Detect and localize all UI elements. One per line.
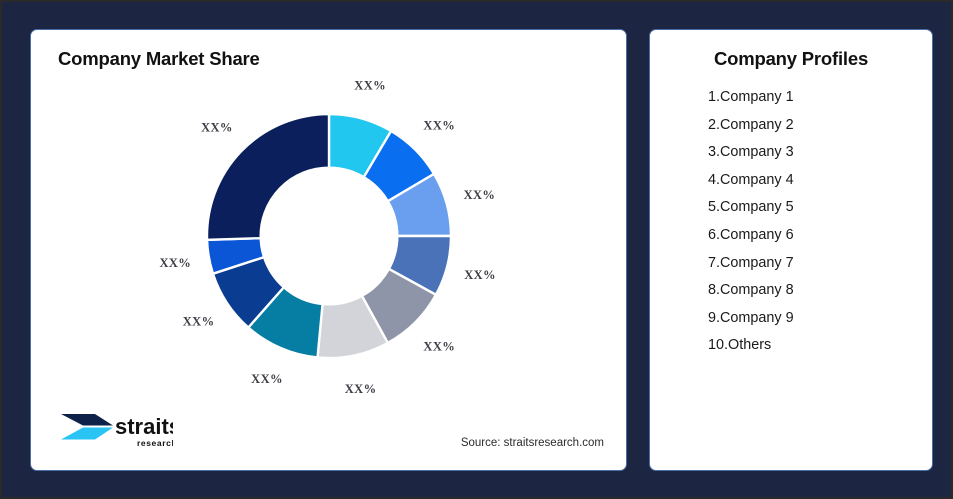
list-item[interactable]: 4.Company 4 [708,171,794,188]
slice-percent-label: XX% [159,256,191,270]
logo-wordmark: straits [115,414,173,439]
list-item[interactable]: 7.Company 7 [708,254,794,271]
list-item[interactable]: 1.Company 1 [708,89,794,105]
list-item[interactable]: 8.Company 8 [708,282,794,299]
slice-percent-label: XX% [183,315,215,329]
slice-percent-label: XX% [464,268,496,282]
list-item[interactable]: 9.Company 9 [708,309,794,326]
list-item[interactable]: 3.Company 3 [708,144,794,161]
donut-chart-svg: XX% XX% XX% XX% XX% XX% XX% XX% XX% XX% [159,79,496,396]
donut-slice-labels: XX% XX% XX% XX% XX% XX% XX% XX% XX% XX% [159,79,496,396]
slice-percent-label: XX% [201,120,233,134]
straits-research-logo: straits research [55,408,173,452]
market-share-panel: Company Market Share XX% XX% XX% XX% XX% XX% X… [30,29,627,471]
page-title: Company Market Share [58,48,260,69]
slice-percent-label: XX% [423,119,455,133]
donut-chart: XX% XX% XX% XX% XX% XX% XX% XX% XX% XX% [31,64,628,414]
company-profiles-list: 1.Company 1 2.Company 2 3.Company 3 4.Compa… [650,90,932,353]
list-item[interactable]: 10.Others [708,337,772,354]
donut-slices [205,112,453,360]
company-profiles-panel: Company Profiles 1.Company 1 2.Company 2 3… [649,29,933,471]
donut-slice[interactable] [205,112,331,242]
slice-percent-label: XX% [251,372,283,386]
list-item[interactable]: 5.Company 5 [708,199,794,216]
profiles-title: Company Profiles [713,48,869,69]
slice-percent-label: XX% [354,79,386,93]
source-note: Source: straitsresearch.com [460,437,604,449]
slice-percent-label: XX% [345,382,377,396]
slice-percent-label: XX% [464,188,496,202]
list-item[interactable]: 2.Company 2 [708,116,794,133]
logo-svg: straits research [61,414,173,448]
logo-arrow-top [61,414,113,426]
logo-subtext: research [137,438,173,448]
list-item[interactable]: 6.Company 6 [708,226,794,243]
slice-percent-label: XX% [423,339,455,353]
logo-arrow-bottom [61,427,113,440]
